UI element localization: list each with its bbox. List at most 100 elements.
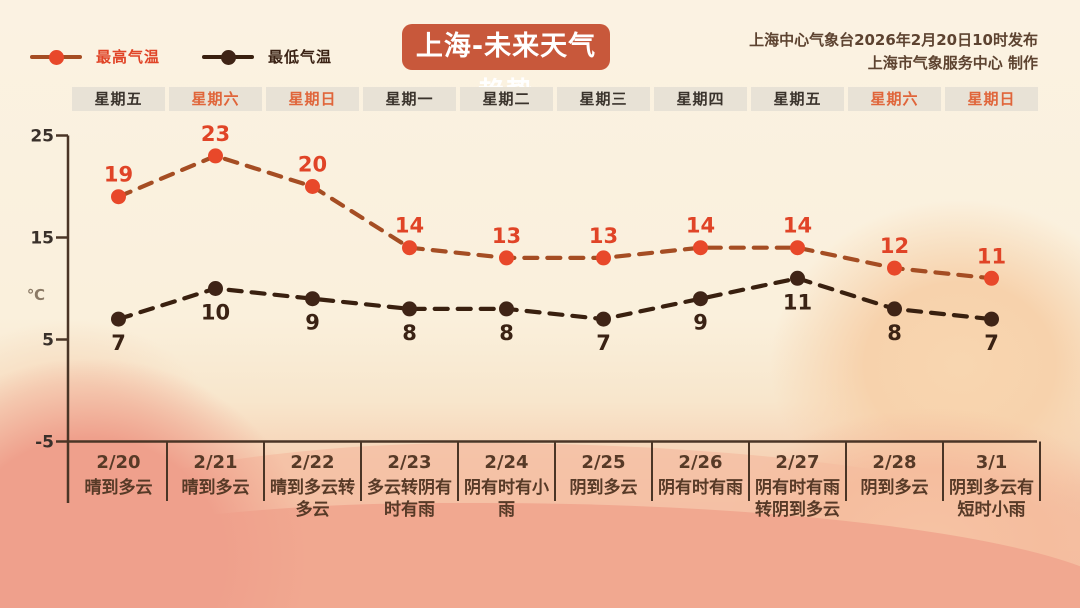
high-temp-value: 23: [201, 122, 230, 146]
y-tick-label: -5: [35, 433, 54, 453]
high-temp-value: 13: [589, 224, 618, 248]
high-temp-dot-icon: [49, 49, 64, 65]
legend-item-high-temp: 最高气温: [30, 46, 160, 67]
low-temp-point: [305, 291, 320, 307]
high-temp-value: 14: [783, 214, 812, 238]
high-temp-line-marker-icon: [30, 49, 82, 65]
low-temp-value: 7: [111, 331, 126, 355]
low-temp-value: 8: [402, 321, 417, 345]
high-temp-point: [208, 148, 223, 164]
high-temp-point: [499, 250, 514, 266]
forecast-date: 2/26: [678, 452, 723, 473]
weekday-header: 星期五: [751, 87, 844, 111]
y-axis-unit-label: ℃: [27, 286, 45, 304]
high-temp-value: 20: [298, 153, 327, 177]
high-temp-value: 19: [104, 163, 133, 187]
forecast-weather: 阴有时有小雨: [464, 478, 549, 520]
forecast-date: 2/27: [775, 452, 820, 473]
forecast-weather: 阴到多云有短时小雨: [949, 478, 1034, 520]
high-temp-point: [887, 260, 902, 276]
forecast-weather: 晴到多云: [84, 478, 153, 498]
page-title: 上海-未来天气趋势: [402, 24, 610, 108]
low-temp-value: 9: [305, 311, 320, 335]
weekday-header: 星期二: [460, 87, 553, 111]
forecast-weather: 晴到多云: [181, 478, 250, 498]
legend-low-label: 最低气温: [268, 48, 333, 66]
legend-item-low-temp: 最低气温: [202, 46, 332, 67]
low-temp-line-marker-icon: [202, 49, 255, 65]
low-temp-point: [790, 270, 805, 286]
forecast-date: 2/21: [193, 452, 238, 473]
issue-time-line: 上海中心气象台2026年2月20日10时发布: [749, 31, 1038, 49]
legend-high-label: 最高气温: [96, 48, 161, 66]
day-forecast-cell: 2/25 阴到多云: [555, 452, 652, 499]
forecast-weather: 晴到多云转多云: [270, 478, 355, 520]
low-temp-value: 7: [596, 331, 611, 355]
weekday-header: 星期五: [72, 87, 165, 111]
forecast-weather: 阴有时有雨转阴到多云: [755, 478, 840, 520]
low-temp-point: [887, 301, 902, 317]
high-temp-point: [402, 240, 417, 256]
day-forecast-cell: 2/22 晴到多云转多云: [264, 452, 361, 521]
low-temp-value: 8: [499, 321, 514, 345]
low-temp-value: 9: [693, 311, 708, 335]
y-tick-label: 15: [30, 229, 54, 249]
high-temp-value: 13: [492, 224, 521, 248]
forecast-date: 2/23: [387, 452, 432, 473]
high-temp-value: 14: [395, 214, 424, 238]
forecast-weather: 阴到多云: [569, 478, 638, 498]
low-temp-value: 8: [887, 321, 902, 345]
high-temp-point: [693, 240, 708, 256]
high-temp-point: [596, 250, 611, 266]
legend: 最高气温 最低气温: [30, 46, 332, 67]
low-temp-value: 10: [201, 301, 230, 325]
low-temp-point: [499, 301, 514, 317]
low-temp-point: [111, 311, 126, 327]
producer-line: 上海市气象服务中心 制作: [867, 54, 1038, 72]
forecast-date: 2/24: [484, 452, 529, 473]
issuing-agency-text: 上海中心气象台2026年2月20日10时发布 上海市气象服务中心 制作: [749, 29, 1038, 75]
forecast-date: 2/20: [96, 452, 141, 473]
high-temp-line: [116, 153, 994, 281]
forecast-weather: 阴到多云: [860, 478, 929, 498]
forecast-weather: 阴有时有雨: [658, 478, 743, 498]
high-temp-point: [790, 240, 805, 256]
low-temp-dot-icon: [221, 49, 237, 65]
high-temp-point: [111, 189, 126, 205]
weekday-header: 星期六: [848, 87, 941, 111]
day-forecast-cell: 2/27 阴有时有雨转阴到多云: [749, 452, 846, 521]
weekday-header: 星期日: [945, 87, 1038, 111]
weekday-header: 星期三: [557, 87, 650, 111]
day-forecast-cell: 3/1 阴到多云有短时小雨: [943, 452, 1040, 521]
low-temp-point: [208, 281, 223, 296]
low-temp-point: [402, 301, 417, 317]
high-temp-point: [305, 179, 320, 194]
day-forecast-cell: 2/26 阴有时有雨: [652, 452, 749, 499]
weekday-header: 星期日: [266, 87, 359, 111]
low-temp-point: [693, 291, 708, 307]
forecast-weather: 多云转阴有时有雨: [367, 478, 452, 520]
low-temp-point: [984, 311, 999, 327]
day-forecast-cell: 2/23 多云转阴有时有雨: [361, 452, 458, 521]
low-temp-value: 11: [783, 290, 812, 314]
y-tick-label: 5: [42, 331, 54, 351]
forecast-date: 2/22: [290, 452, 335, 473]
high-temp-value: 14: [686, 214, 715, 238]
forecast-date: 3/1: [975, 452, 1008, 473]
low-temp-line: [116, 276, 994, 322]
day-forecast-cell: 2/24 阴有时有小雨: [458, 452, 555, 521]
high-temp-point: [984, 270, 999, 286]
day-forecast-cell: 2/20 晴到多云: [70, 452, 167, 499]
low-temp-value: 7: [984, 331, 999, 355]
high-temp-value: 11: [977, 244, 1006, 268]
day-forecast-cell: 2/28 阴到多云: [846, 452, 943, 499]
weekday-header: 星期四: [654, 87, 747, 111]
low-temp-point: [596, 311, 611, 327]
weekday-header: 星期六: [169, 87, 262, 111]
y-tick-label: 25: [30, 127, 54, 147]
day-forecast-cell: 2/21 晴到多云: [167, 452, 264, 499]
forecast-date: 2/25: [581, 452, 626, 473]
weekday-header: 星期一: [363, 87, 456, 111]
